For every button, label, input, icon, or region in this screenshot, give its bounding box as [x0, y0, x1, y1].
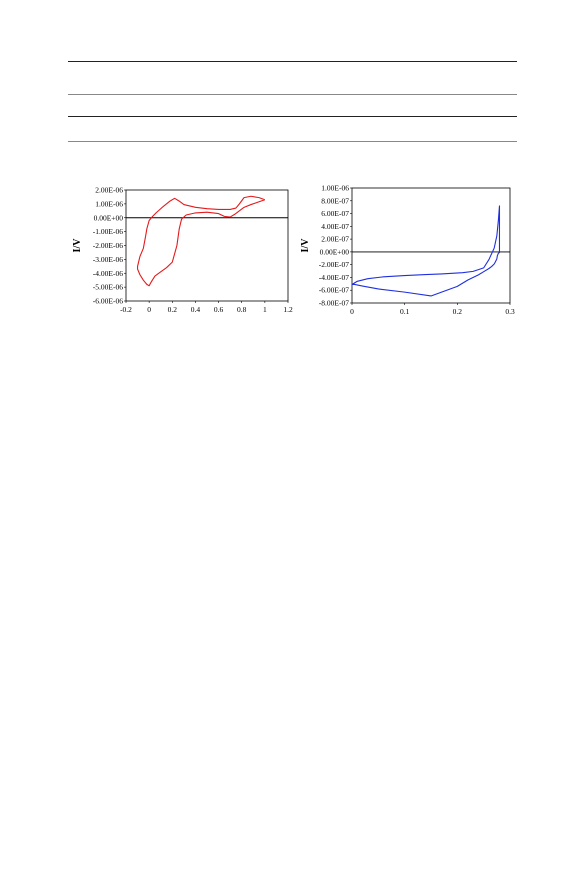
- table-rule-mid: [68, 94, 517, 95]
- x-tick-label: 1: [263, 305, 267, 314]
- y-tick-label: -8.00E-07: [319, 299, 349, 308]
- x-tick-label: 0.6: [214, 305, 224, 314]
- table-rule-top: [68, 61, 517, 62]
- x-tick-label: 0: [147, 305, 151, 314]
- y-tick-label: 6.00E-07: [321, 209, 349, 218]
- y-tick-label: 0.00E+00: [320, 247, 350, 256]
- y-tick-label: -1.00E-06: [93, 227, 123, 236]
- y-tick-label: -2.00E-06: [93, 241, 123, 250]
- plot-frame: [351, 187, 511, 304]
- y-tick-label: 2.00E-07: [321, 235, 349, 244]
- x-tick-label: 0.4: [191, 305, 201, 314]
- y-tick-label: 2.00E-06: [95, 186, 123, 195]
- y-tick-label: -4.00E-06: [93, 269, 123, 278]
- x-tick-label: 0: [350, 307, 354, 316]
- series-line: [351, 205, 501, 297]
- y-tick-label: 1.00E-06: [321, 184, 349, 193]
- x-tick-label: 0.2: [453, 307, 463, 316]
- table-rule-bottom: [68, 141, 517, 142]
- x-tick-label: 0.8: [237, 305, 247, 314]
- y-tick-label: 1.00E-06: [95, 199, 123, 208]
- y-axis-label: I/V: [300, 238, 311, 253]
- x-tick-label: 0.2: [168, 305, 178, 314]
- x-tick-label: -0.2: [120, 305, 132, 314]
- series-line: [137, 195, 266, 287]
- table-rule-heavy: [68, 116, 517, 117]
- x-tick-label: 0.1: [400, 307, 410, 316]
- y-tick-label: -6.00E-07: [319, 286, 349, 295]
- y-tick-label: -3.00E-06: [93, 255, 123, 264]
- voltammogram-chart-left: 2.00E-06 1.00E-06 0.00E+00 -1.00E-06 -2.00E-…: [72, 186, 293, 315]
- y-tick-label: -6.00E-06: [93, 297, 123, 306]
- y-tick-label: 4.00E-07: [321, 222, 349, 231]
- voltammogram-chart-right: 1.00E-06 8.00E-07 6.00E-07 4.00E-07 2.00E-07…: [300, 184, 515, 317]
- y-tick-label: -2.00E-07: [319, 260, 349, 269]
- y-tick-label: 0.00E+00: [94, 213, 124, 222]
- y-tick-label: -5.00E-06: [93, 283, 123, 292]
- y-tick-label: 8.00E-07: [321, 196, 349, 205]
- y-axis-label: I/V: [72, 238, 83, 253]
- x-tick-label: 0.3: [505, 307, 515, 316]
- x-tick-label: 1.2: [283, 305, 293, 314]
- y-tick-label: -4.00E-07: [319, 273, 349, 282]
